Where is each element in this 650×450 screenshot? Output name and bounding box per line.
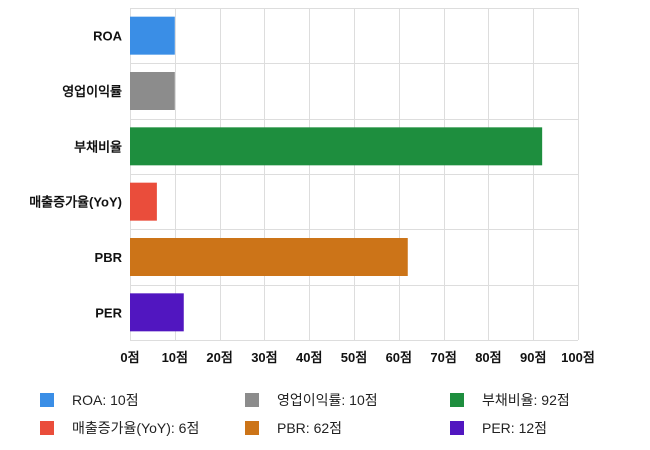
bars	[130, 16, 543, 332]
x-tick-label: 100점	[561, 350, 595, 365]
category-label: 부채비율	[74, 139, 122, 154]
x-tick-label: 70점	[430, 350, 456, 365]
legend-item[interactable]: 부채비율: 92점	[450, 390, 570, 410]
bar	[130, 238, 408, 276]
category-label: ROA	[93, 29, 123, 44]
category-label: 매출증가율(YoY)	[29, 195, 122, 210]
bar	[130, 293, 184, 332]
category-label: 영업이익률	[62, 84, 122, 99]
bar	[130, 72, 175, 110]
x-tick-label: 90점	[520, 350, 546, 365]
x-tick-label: 30점	[251, 350, 277, 365]
legend-item[interactable]: 매출증가율(YoY): 6점	[40, 418, 199, 438]
legend-item[interactable]: 영업이익률: 10점	[245, 390, 378, 410]
x-tick-labels: 0점 10점 20점 30점 40점 50점 60점 70점 80점 90점 100점	[120, 350, 594, 365]
legend-swatch	[450, 421, 464, 435]
x-tick-label: 40점	[296, 350, 322, 365]
bar	[130, 127, 543, 166]
category-label: PBR	[95, 250, 123, 265]
legend-swatch	[245, 393, 259, 407]
legend-label: 영업이익률: 10점	[277, 392, 378, 408]
x-tick-label: 0점	[120, 350, 139, 365]
x-tick-label: 80점	[475, 350, 501, 365]
legend-label: PER: 12점	[482, 420, 548, 436]
legend-item[interactable]: PBR: 62점	[245, 418, 342, 438]
legend-label: 매출증가율(YoY): 6점	[72, 420, 200, 436]
category-label: PER	[95, 305, 122, 320]
grid	[130, 8, 579, 341]
legend-label: 부채비율: 92점	[482, 392, 570, 408]
legend-item[interactable]: PER: 12점	[450, 418, 547, 438]
x-tick-label: 50점	[341, 350, 367, 365]
legend-swatch	[40, 393, 54, 407]
legend-swatch	[245, 421, 259, 435]
x-tick-label: 60점	[386, 350, 412, 365]
legend-label: PBR: 62점	[277, 420, 343, 436]
bar	[130, 182, 157, 221]
bar	[130, 16, 175, 55]
x-tick-label: 20점	[206, 350, 232, 365]
legend-swatch	[40, 421, 54, 435]
legend-swatch	[450, 393, 464, 407]
x-tick-label: 10점	[162, 350, 188, 365]
legend-item[interactable]: ROA: 10점	[40, 390, 139, 410]
legend-label: ROA: 10점	[72, 392, 139, 408]
